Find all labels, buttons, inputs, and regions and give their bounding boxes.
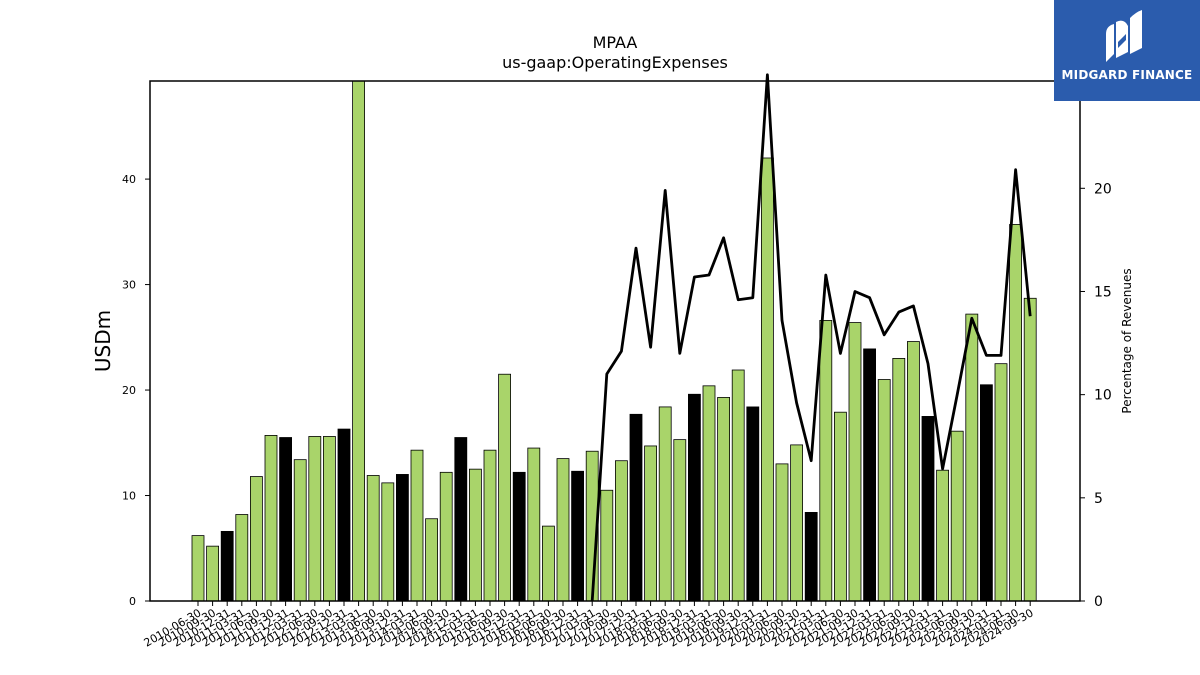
bar-2019-12-31	[746, 406, 760, 602]
bar-2010-12-31	[220, 530, 234, 602]
bar-2011-09-30	[264, 435, 278, 602]
bar-2013-12-31	[395, 474, 409, 602]
bar-2011-06-30	[249, 476, 263, 602]
y2-tick-label: 5	[1094, 491, 1103, 507]
bar-2012-03-31	[293, 459, 307, 602]
bar-2020-09-30	[790, 444, 803, 602]
bar-2018-06-30	[658, 406, 672, 602]
bar-2018-12-31	[688, 393, 701, 602]
bar-2018-09-30	[673, 439, 687, 602]
chart-subtitle: us-gaap:OperatingExpenses	[502, 53, 728, 72]
bar-2018-03-31	[644, 445, 657, 602]
bar-2012-06-30	[308, 436, 322, 602]
logo-mark-icon	[1106, 10, 1142, 62]
bar-2015-12-31	[512, 471, 526, 602]
bar-2012-12-31	[337, 428, 351, 602]
chart-title: MPAA	[593, 33, 638, 52]
bar-2023-03-31	[936, 469, 949, 602]
bar-2016-12-31	[571, 470, 584, 602]
bar-2024-06-30	[1009, 224, 1022, 602]
bar-2016-03-31	[527, 447, 541, 602]
bar-2024-03-31	[994, 363, 1008, 602]
bar-2021-12-31	[863, 348, 876, 602]
bar-2021-06-30	[834, 411, 847, 602]
bar-2014-12-31	[454, 437, 468, 602]
bar-2020-12-31	[804, 511, 818, 602]
y-tick-label: 30	[122, 279, 136, 292]
plot-frame	[149, 80, 1081, 602]
bar-2013-03-31	[352, 80, 366, 602]
y-tick-label: 10	[122, 490, 136, 503]
y-axis-label: USDm	[91, 310, 115, 372]
bar-2023-12-31	[980, 384, 993, 602]
bar-2015-03-31	[468, 468, 482, 602]
logo-text: MIDGARD FINANCE	[1061, 68, 1193, 82]
bars	[191, 80, 1037, 602]
bar-2013-09-30	[381, 482, 395, 602]
y-tick-label: 20	[122, 384, 136, 397]
bar-2021-03-31	[819, 320, 833, 602]
percentage-line	[590, 73, 1032, 601]
bar-2017-12-31	[629, 413, 643, 602]
y2-tick-label: 0	[1094, 594, 1103, 610]
bar-2017-09-30	[615, 460, 628, 602]
y-tick-label: 0	[129, 595, 136, 608]
bar-2023-09-30	[965, 313, 979, 602]
bar-2013-06-30	[366, 475, 380, 602]
y2-tick-label: 20	[1094, 181, 1112, 197]
bar-2016-06-30	[542, 525, 555, 602]
bar-2011-03-31	[235, 514, 249, 602]
bar-2011-12-31	[279, 437, 293, 602]
line-series	[590, 73, 1032, 601]
y-tick-label: 40	[122, 173, 136, 186]
bar-2014-03-31	[410, 449, 424, 602]
bar-2021-09-30	[848, 322, 862, 602]
bar-2024-09-30	[1023, 297, 1037, 602]
bar-2022-12-31	[921, 416, 935, 602]
y2-tick-label: 10	[1094, 388, 1112, 404]
x-axis: 2010-06-302010-09-302010-12-312011-03-31…	[142, 601, 1036, 650]
bar-2015-09-30	[498, 373, 512, 602]
bar-2023-06-30	[950, 430, 964, 602]
bar-2022-03-31	[877, 379, 891, 602]
bar-2019-09-30	[731, 369, 745, 602]
bar-2012-09-30	[322, 436, 336, 602]
bar-2019-06-30	[717, 397, 730, 602]
y2-tick-label: 15	[1094, 284, 1112, 300]
bar-2017-06-30	[600, 489, 614, 602]
bar-2022-09-30	[907, 341, 920, 602]
bar-2019-03-31	[702, 385, 716, 602]
bar-2010-09-30	[206, 545, 220, 602]
y-axis-left: 0 10 20 30 40	[122, 173, 150, 608]
bar-2015-06-30	[483, 449, 497, 602]
bar-2020-06-30	[775, 463, 789, 602]
y2-axis-label: Percentage of Revenues	[1120, 268, 1134, 413]
midgard-finance-logo: MIDGARD FINANCE	[1054, 0, 1200, 101]
bar-2022-06-30	[892, 358, 906, 602]
bar-2014-09-30	[439, 471, 453, 602]
bar-2010-06-30	[191, 535, 205, 602]
bar-2014-06-30	[425, 518, 439, 602]
y-axis-right: 0 5 10 15 20	[1080, 181, 1112, 610]
bar-2020-03-31	[761, 157, 774, 602]
bar-2016-09-30	[556, 458, 570, 602]
